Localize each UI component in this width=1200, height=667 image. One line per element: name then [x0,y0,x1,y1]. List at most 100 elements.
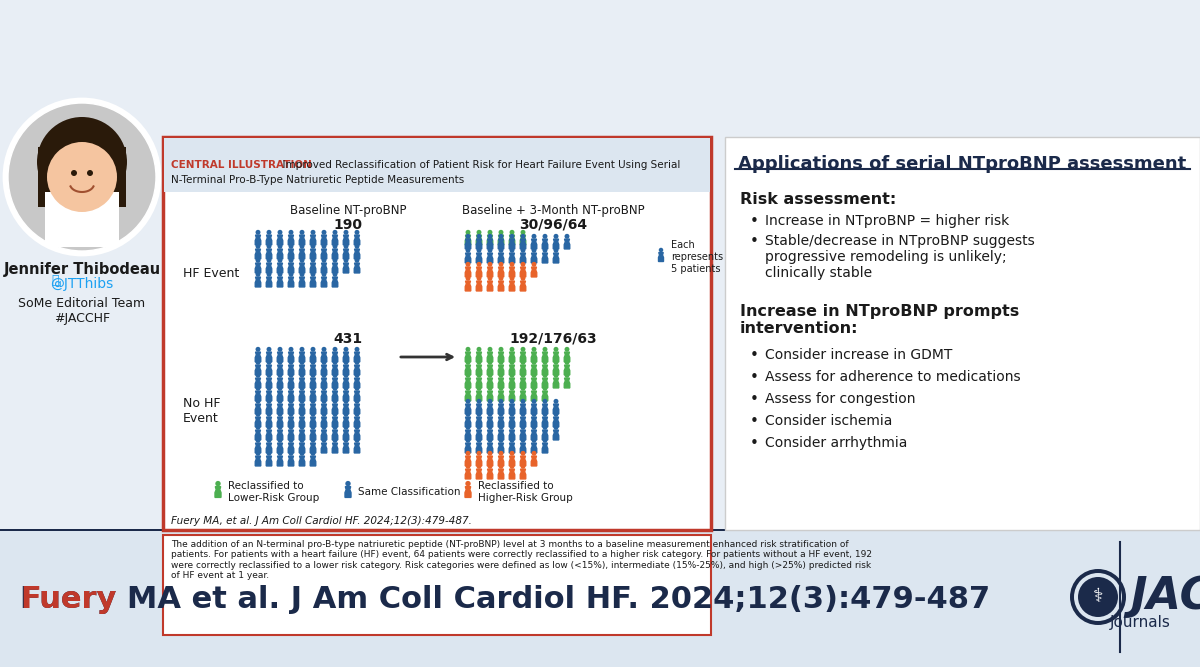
Circle shape [510,399,515,404]
Polygon shape [476,417,481,427]
Circle shape [553,425,558,430]
Circle shape [466,234,470,239]
Polygon shape [288,378,294,388]
Circle shape [288,360,294,365]
Polygon shape [266,417,271,427]
Text: Baseline NT-proBNP: Baseline NT-proBNP [289,204,407,217]
Text: Consider ischemia: Consider ischemia [766,414,893,428]
Circle shape [354,399,360,404]
Text: Reclassified to
Higher-Risk Group: Reclassified to Higher-Risk Group [478,481,572,503]
Polygon shape [266,263,271,273]
Circle shape [498,360,504,365]
Polygon shape [343,430,349,440]
Polygon shape [498,430,504,440]
Polygon shape [476,456,481,466]
Circle shape [542,234,547,239]
Polygon shape [532,391,536,401]
Circle shape [266,347,271,352]
Circle shape [521,451,526,456]
Polygon shape [509,417,515,427]
Circle shape [466,262,470,267]
Polygon shape [299,417,305,427]
Polygon shape [311,430,316,440]
Circle shape [343,373,348,378]
Polygon shape [299,404,305,414]
Polygon shape [288,404,294,414]
Polygon shape [322,404,326,414]
Circle shape [542,386,547,391]
Circle shape [256,347,260,352]
Text: Fuery MA et al. J Am Coll Cardiol HF. 2024;12(3):479-487: Fuery MA et al. J Am Coll Cardiol HF. 20… [20,584,990,614]
Circle shape [564,373,570,378]
Polygon shape [542,378,547,388]
Circle shape [510,276,515,281]
Text: •: • [750,370,758,385]
Polygon shape [466,378,470,388]
Polygon shape [256,249,260,259]
Circle shape [343,412,348,417]
Text: Stable/decrease in NTproBNP suggests
progressive remodeling is unlikely;
clinica: Stable/decrease in NTproBNP suggests pro… [766,234,1034,280]
Polygon shape [354,404,360,414]
Circle shape [300,258,305,263]
Circle shape [256,451,260,456]
Polygon shape [311,456,316,466]
Text: @JTThibs: @JTThibs [50,277,114,291]
Polygon shape [476,430,481,440]
Circle shape [659,247,664,252]
Polygon shape [532,267,536,277]
Polygon shape [487,253,493,263]
Circle shape [277,244,282,249]
Circle shape [354,360,360,365]
Polygon shape [564,352,570,362]
Circle shape [542,399,547,404]
Circle shape [354,386,360,391]
Polygon shape [487,430,493,440]
Polygon shape [553,239,559,249]
Circle shape [466,276,470,281]
Bar [725,137,1200,530]
Polygon shape [277,391,283,401]
Polygon shape [498,352,504,362]
Circle shape [532,262,536,267]
Circle shape [542,360,547,365]
Circle shape [476,248,481,253]
Circle shape [487,373,492,378]
Polygon shape [256,263,260,273]
Text: •: • [750,348,758,363]
Text: No HF
Event: No HF Event [182,397,221,425]
Polygon shape [542,417,547,427]
Polygon shape [256,352,260,362]
Circle shape [521,425,526,430]
Polygon shape [354,249,360,259]
Polygon shape [332,263,337,273]
Circle shape [542,438,547,443]
Circle shape [476,412,481,417]
Polygon shape [532,443,536,453]
Polygon shape [509,281,515,291]
Circle shape [466,347,470,352]
Polygon shape [288,456,294,466]
Circle shape [476,451,481,456]
Text: 192/176/63: 192/176/63 [509,332,596,346]
Polygon shape [332,378,337,388]
Polygon shape [521,456,526,466]
Polygon shape [498,239,504,249]
Circle shape [354,412,360,417]
Polygon shape [509,267,515,277]
Polygon shape [521,443,526,453]
Polygon shape [564,378,570,388]
Polygon shape [466,487,470,498]
Polygon shape [498,443,504,453]
Polygon shape [256,417,260,427]
Polygon shape [498,253,504,263]
Circle shape [564,347,570,352]
Circle shape [542,412,547,417]
Polygon shape [322,417,326,427]
Circle shape [487,234,492,239]
Circle shape [487,386,492,391]
Polygon shape [532,404,536,414]
Polygon shape [266,365,271,375]
Circle shape [564,360,570,365]
Circle shape [322,272,326,277]
Circle shape [487,276,492,281]
